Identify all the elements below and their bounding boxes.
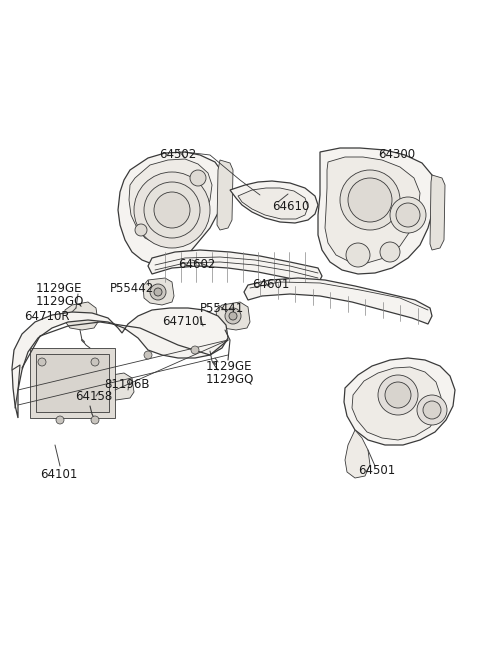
Polygon shape bbox=[118, 152, 225, 265]
Polygon shape bbox=[98, 373, 134, 400]
Text: 64601: 64601 bbox=[252, 278, 289, 291]
Text: 64710R: 64710R bbox=[24, 310, 70, 323]
Text: P55442: P55442 bbox=[110, 282, 154, 295]
Circle shape bbox=[225, 308, 241, 324]
Polygon shape bbox=[430, 175, 445, 250]
Polygon shape bbox=[344, 358, 455, 445]
Circle shape bbox=[135, 224, 147, 236]
Circle shape bbox=[229, 312, 237, 320]
Text: 64101: 64101 bbox=[40, 468, 77, 481]
Circle shape bbox=[134, 172, 210, 248]
Text: 1129GQ: 1129GQ bbox=[206, 372, 254, 385]
Circle shape bbox=[378, 375, 418, 415]
Circle shape bbox=[154, 192, 190, 228]
Text: 1129GE: 1129GE bbox=[36, 282, 83, 295]
Circle shape bbox=[396, 203, 420, 227]
Text: 64610: 64610 bbox=[272, 200, 310, 213]
Polygon shape bbox=[143, 278, 174, 305]
Circle shape bbox=[154, 288, 162, 296]
Circle shape bbox=[38, 358, 46, 366]
Text: 1129GQ: 1129GQ bbox=[36, 294, 84, 307]
Text: 64300: 64300 bbox=[378, 148, 415, 161]
Circle shape bbox=[390, 197, 426, 233]
Polygon shape bbox=[148, 250, 322, 284]
Polygon shape bbox=[12, 308, 228, 418]
Text: 64158: 64158 bbox=[75, 390, 112, 403]
Polygon shape bbox=[352, 367, 441, 440]
Circle shape bbox=[91, 416, 99, 424]
Circle shape bbox=[417, 395, 447, 425]
Polygon shape bbox=[190, 323, 224, 351]
Circle shape bbox=[340, 170, 400, 230]
Polygon shape bbox=[36, 354, 109, 412]
Circle shape bbox=[423, 401, 441, 419]
Text: 1129GE: 1129GE bbox=[206, 360, 252, 373]
Polygon shape bbox=[216, 302, 250, 330]
Text: 64501: 64501 bbox=[358, 464, 395, 477]
Circle shape bbox=[56, 416, 64, 424]
Text: P55441: P55441 bbox=[200, 302, 244, 315]
Polygon shape bbox=[325, 157, 420, 263]
Circle shape bbox=[346, 243, 370, 267]
Polygon shape bbox=[30, 348, 115, 418]
Polygon shape bbox=[129, 159, 212, 244]
Circle shape bbox=[91, 358, 99, 366]
Polygon shape bbox=[230, 181, 318, 223]
Circle shape bbox=[144, 182, 200, 238]
Polygon shape bbox=[244, 278, 432, 324]
Circle shape bbox=[190, 170, 206, 186]
Circle shape bbox=[385, 382, 411, 408]
Text: 64502: 64502 bbox=[159, 148, 197, 161]
Circle shape bbox=[348, 178, 392, 222]
Circle shape bbox=[380, 242, 400, 262]
Text: 64710L: 64710L bbox=[162, 315, 206, 328]
Text: 81196B: 81196B bbox=[104, 378, 149, 391]
Polygon shape bbox=[217, 160, 233, 230]
Polygon shape bbox=[64, 302, 98, 330]
Polygon shape bbox=[318, 148, 435, 274]
Circle shape bbox=[150, 284, 166, 300]
Circle shape bbox=[191, 346, 199, 354]
Polygon shape bbox=[345, 430, 370, 478]
Text: 64602: 64602 bbox=[178, 258, 216, 271]
Circle shape bbox=[144, 351, 152, 359]
Polygon shape bbox=[77, 386, 103, 406]
Polygon shape bbox=[238, 188, 308, 219]
